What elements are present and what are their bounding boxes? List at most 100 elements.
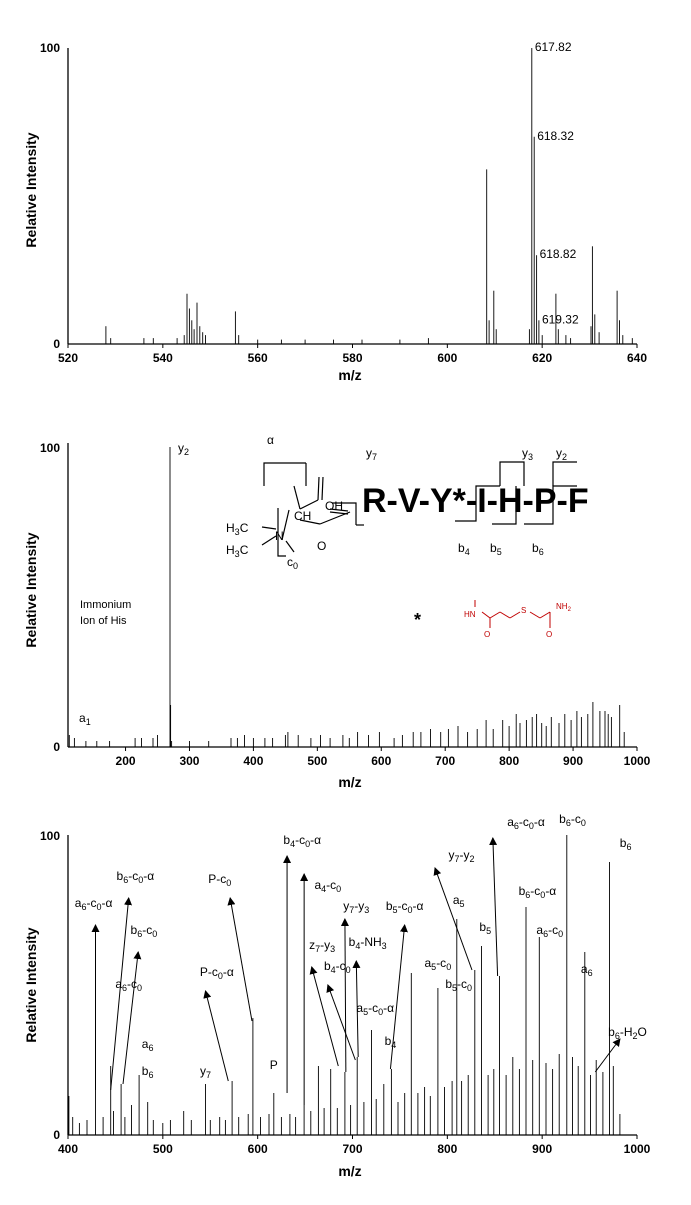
panel-1: 520 540 560 580 600 620 640 100 0 m/z Relative… <box>23 40 647 383</box>
panel-3-ion-label: a5-c0 <box>424 956 451 972</box>
panel-3-y-label: Relative Intensity <box>23 927 39 1042</box>
panel-3-ion-label: b6-c0-α <box>519 884 557 900</box>
panel-1-ytick-0: 0 <box>53 337 60 351</box>
panel-1-peak-label: 618.32 <box>537 129 574 143</box>
bond-2 <box>299 499 319 510</box>
panel-3-xtick-label: 1000 <box>624 1142 651 1156</box>
panel-2-ytick-100: 100 <box>40 441 60 455</box>
mod-bond-4 <box>509 611 521 619</box>
panel-1-peaks <box>105 48 633 344</box>
panel-3-ion-label: b6 <box>142 1064 154 1080</box>
panel-3-ion-label: b4-NH3 <box>349 935 387 951</box>
panel-2-xtick-label: 300 <box>179 754 199 768</box>
mod-bond-3 <box>499 611 511 619</box>
panel-3-ion-label: y7-y3 <box>343 899 369 915</box>
panel-2-xtick-label: 600 <box>371 754 391 768</box>
panel-2-xtick-label: 900 <box>563 754 583 768</box>
panel-3-annotations: a6-c0-α b6-c0-α b6-c0 a6-c0 a6 b6 y7 P-c0-α P-c0… <box>75 812 647 1105</box>
panel-1-peak-labels: 617.82 618.32 618.82 619.32 <box>535 40 579 326</box>
bond-co-1 <box>317 476 320 501</box>
panel-2-xtick-label: 1000 <box>624 754 651 768</box>
panel-3-arrow <box>227 897 253 1022</box>
modification-structure <box>474 600 551 628</box>
bond-1 <box>293 485 301 510</box>
y3-label: y3 <box>522 446 533 462</box>
panel-3-ion-label: b4 <box>385 1034 397 1050</box>
panel-3-xtick-label: 700 <box>342 1142 362 1156</box>
b6-label: b6 <box>532 541 544 557</box>
panel-3-arrow <box>203 990 229 1082</box>
peptide-sequence: R-V-Y*-I-H-P-F <box>362 482 589 520</box>
immonium-label-line1: Immonium <box>80 599 131 611</box>
bond-co-bond-2 <box>329 511 349 515</box>
panel-3-peaks <box>68 835 621 1135</box>
oh-label: OH <box>325 499 343 513</box>
panel-1-xtick-label: 520 <box>58 351 78 365</box>
panel-3-ion-label: b5 <box>479 920 491 936</box>
immonium-label-line2: Ion of His <box>80 615 127 627</box>
panel-3-arrow <box>340 918 349 1073</box>
mod-o-label-2: O <box>546 630 552 639</box>
panel-3-ion-label: a6-c0-α <box>507 815 545 831</box>
n-label: N <box>275 529 284 543</box>
panel-3-xtick-label: 800 <box>437 1142 457 1156</box>
panel-1-xtick-label: 620 <box>532 351 552 365</box>
modification-star: * <box>414 610 421 630</box>
panel-3-xtick-label: 500 <box>153 1142 173 1156</box>
b4-bracket <box>455 485 500 522</box>
panel-3-xtick-label: 600 <box>248 1142 268 1156</box>
c0-label: c0 <box>287 555 298 571</box>
mod-s-label: S <box>521 606 526 615</box>
panel-2-peaks <box>67 447 625 747</box>
c0-bracket <box>277 508 286 557</box>
panel-3-ion-label: a6-c0 <box>115 977 142 993</box>
panel-1-x-ticks: 520 540 560 580 600 620 640 <box>58 344 647 365</box>
panel-2-ytick-0: 0 <box>53 740 60 754</box>
panel-3-ytick-0: 0 <box>53 1128 60 1142</box>
panel-1-xtick-label: 640 <box>627 351 647 365</box>
panel-3-ion-label: y7 <box>200 1064 211 1080</box>
panel-2-xtick-label: 500 <box>307 754 327 768</box>
peptide-structure <box>261 461 577 557</box>
panel-3-ion-label: b6-c0 <box>559 812 586 828</box>
panel-3-x-label: m/z <box>338 1163 361 1179</box>
panel-3-arrow <box>326 984 356 1061</box>
panel-2-x-label: m/z <box>338 774 361 790</box>
panel-3-ion-label: a4-c0 <box>314 878 341 894</box>
panel-1-ytick-100: 100 <box>40 41 60 55</box>
panel-3-ion-label: a6 <box>581 962 593 978</box>
panel-3-ion-label: b6-c0 <box>131 923 158 939</box>
y2-bracket <box>552 461 577 486</box>
panel-3-ion-label: b5-c0 <box>445 977 472 993</box>
panel-3: 400 500 600 700 800 900 1000 100 0 m/z Relativ… <box>23 812 651 1179</box>
panel-3-ion-label: b6 <box>620 836 632 852</box>
mod-o-label-1: O <box>484 630 490 639</box>
panel-3-ion-label: z7-y3 <box>309 938 335 954</box>
panel-3-arrow <box>110 897 133 1091</box>
o-label: O <box>317 539 326 553</box>
panel-3-x-ticks: 400 500 600 700 800 900 1000 <box>58 1135 651 1156</box>
panel-3-ion-label: a5 <box>453 893 465 909</box>
panel-1-y-label: Relative Intensity <box>23 132 39 247</box>
panel-1-xtick-label: 600 <box>437 351 457 365</box>
panel-3-ion-label: b5-c0-α <box>386 899 424 915</box>
panel-3-arrow <box>309 966 339 1067</box>
bond-3 <box>281 509 290 541</box>
mod-nh2-label: NH2 <box>556 602 572 613</box>
ch-label: CH <box>294 509 311 523</box>
h3c-top-label: H3C <box>226 521 249 537</box>
panel-3-ion-label: P-c0-α <box>200 965 234 981</box>
panel-3-arrow <box>489 837 499 977</box>
panel-2-xtick-label: 400 <box>243 754 263 768</box>
panel-3-arrow <box>352 960 361 1058</box>
panel-3-ytick-100: 100 <box>40 829 60 843</box>
mod-bond-2 <box>489 611 501 619</box>
y3-bracket <box>499 461 525 486</box>
h3c-bottom-label: H3C <box>226 543 249 559</box>
panel-3-ion-label: b6-c0-α <box>117 869 155 885</box>
panel-3-ion-label: P <box>270 1058 278 1072</box>
y7-bracket <box>332 502 357 525</box>
bond-co-bond <box>329 508 349 512</box>
panel-3-ion-label: P-c0 <box>208 872 231 888</box>
panel-2-xtick-label: 700 <box>435 754 455 768</box>
